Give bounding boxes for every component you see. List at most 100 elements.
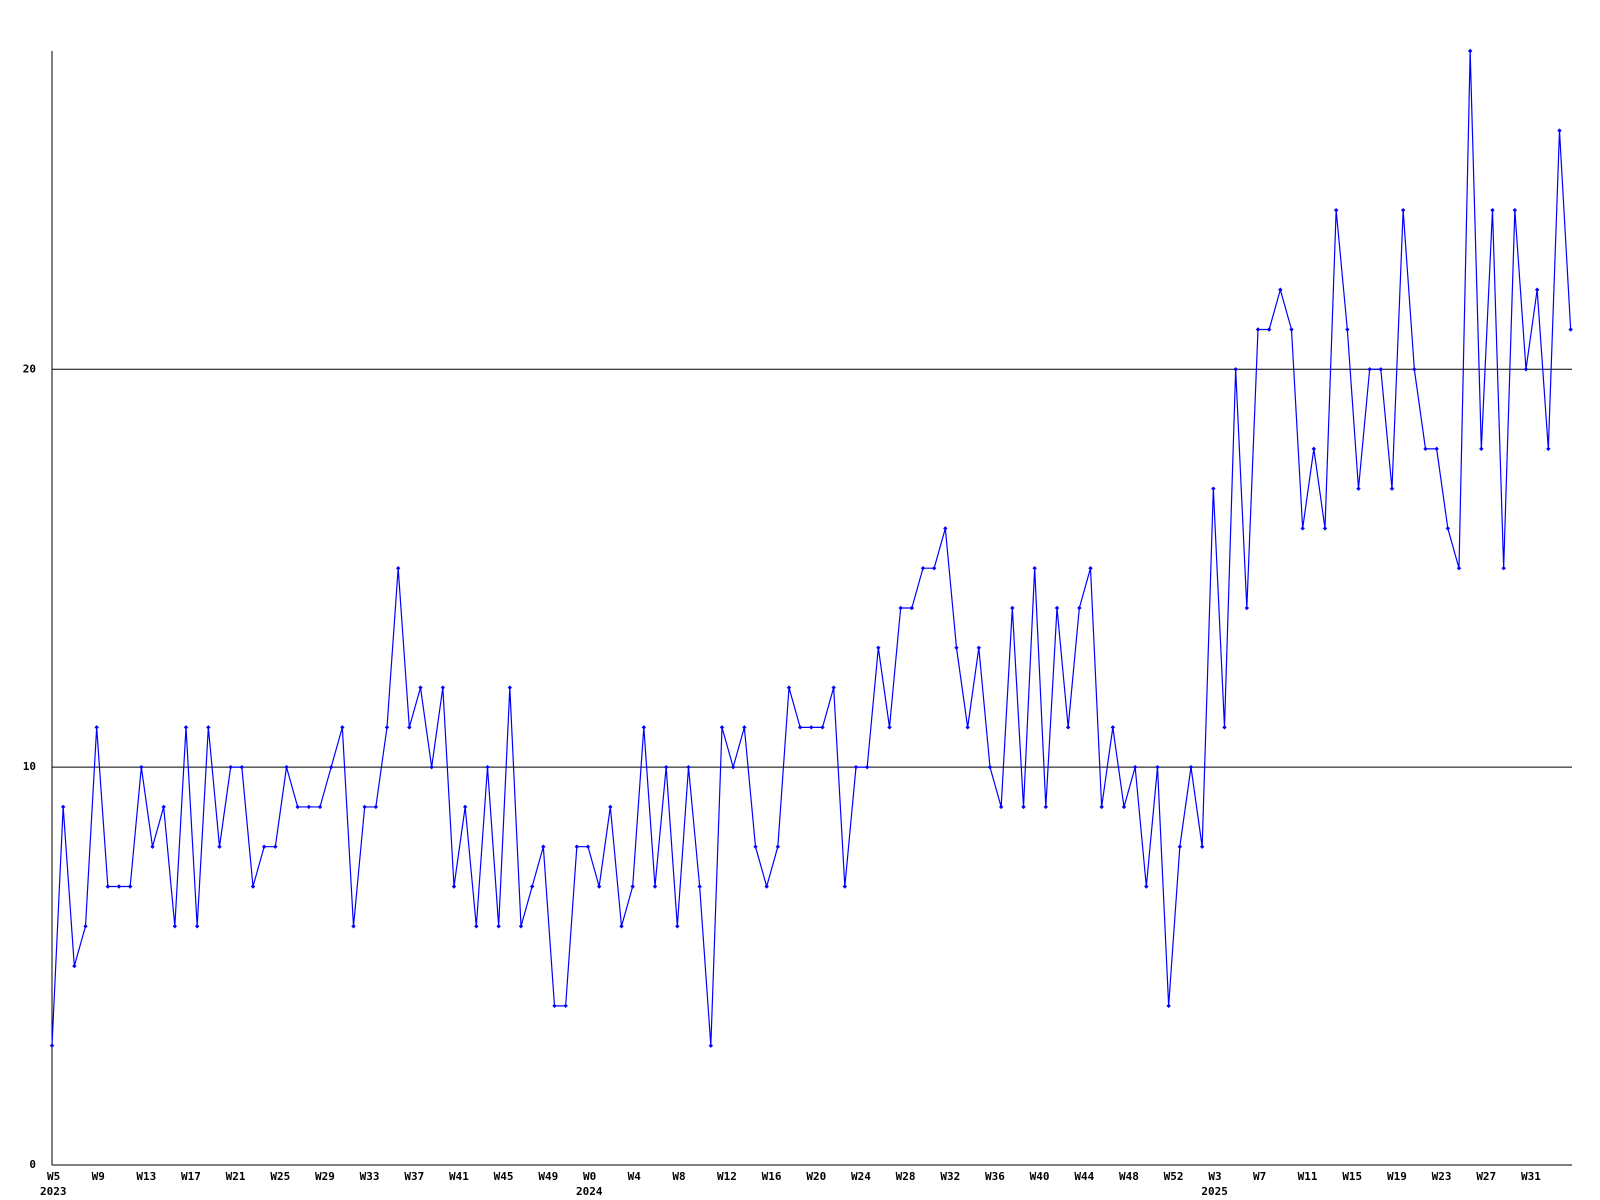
data-point <box>395 566 401 571</box>
data-point <box>1144 884 1149 889</box>
data-point <box>1054 605 1060 611</box>
data-point <box>876 645 881 650</box>
x-tick-label: W7 <box>1253 1170 1266 1183</box>
data-point <box>1155 764 1160 770</box>
y-tick-label: 20 <box>23 362 36 375</box>
data-point <box>1099 804 1104 810</box>
data-point <box>485 764 490 770</box>
x-tick-label: W4 <box>628 1170 642 1183</box>
data-point <box>116 884 122 889</box>
data-point <box>261 844 267 849</box>
x-tick-label: W32 <box>940 1170 960 1183</box>
data-point <box>1568 327 1573 332</box>
data-point <box>641 725 647 730</box>
data-point <box>1345 327 1350 332</box>
data-point <box>976 645 982 650</box>
data-point <box>730 764 736 770</box>
data-point <box>1278 287 1283 292</box>
data-point <box>1467 48 1473 54</box>
data-point <box>619 924 624 929</box>
data-point <box>820 725 825 730</box>
data-point <box>719 725 725 730</box>
data-point <box>1512 207 1518 213</box>
x-tick-label: W3 <box>1208 1170 1221 1183</box>
data-point <box>596 884 602 889</box>
data-point <box>809 725 814 730</box>
data-point <box>373 804 379 810</box>
data-point <box>1199 844 1205 849</box>
data-point <box>663 764 669 770</box>
data-point <box>194 924 200 929</box>
data-point <box>920 566 926 571</box>
data-point <box>1177 844 1183 849</box>
data-point <box>887 725 892 730</box>
data-point <box>328 764 334 770</box>
data-point <box>831 685 836 690</box>
data-point <box>864 764 870 770</box>
data-point <box>931 566 937 571</box>
data-point <box>1289 327 1294 332</box>
data-point <box>1389 486 1395 491</box>
data-point <box>217 844 222 849</box>
data-point <box>1166 1003 1171 1009</box>
x-tick-label: W0 <box>583 1170 596 1183</box>
x-tick-label: W49 <box>538 1170 558 1183</box>
data-point <box>206 725 211 730</box>
data-point <box>965 725 970 730</box>
data-point <box>898 605 903 611</box>
data-point <box>753 844 758 849</box>
data-point <box>1233 367 1238 372</box>
data-point <box>998 804 1004 810</box>
data-point <box>1188 764 1194 770</box>
x-tick-label: W41 <box>449 1170 469 1183</box>
data-point <box>183 725 189 730</box>
data-point <box>608 804 613 810</box>
data-point <box>708 1043 714 1048</box>
data-point <box>954 645 959 650</box>
data-point <box>418 685 423 690</box>
data-point <box>909 605 915 611</box>
data-point <box>1434 446 1439 452</box>
data-point <box>1300 526 1305 531</box>
x-tick-label: W37 <box>404 1170 424 1183</box>
data-point <box>1322 526 1328 531</box>
data-point <box>250 884 256 889</box>
data-point <box>697 884 702 889</box>
data-point <box>1423 446 1428 452</box>
data-point <box>1479 446 1484 452</box>
data-point <box>1412 367 1417 372</box>
data-point <box>541 844 546 849</box>
x-tick-label: W12 <box>717 1170 737 1183</box>
year-label: 2025 <box>1201 1185 1228 1198</box>
data-point <box>764 884 769 889</box>
data-point <box>574 844 580 849</box>
data-point <box>1266 327 1272 332</box>
data-line <box>51 50 1572 1046</box>
data-point <box>1121 804 1127 810</box>
data-point <box>507 685 513 690</box>
data-point <box>462 804 468 810</box>
x-tick-label: W25 <box>270 1170 290 1183</box>
x-tick-label: W8 <box>672 1170 685 1183</box>
data-point <box>1456 566 1462 571</box>
data-point <box>552 1003 557 1009</box>
data-point <box>239 764 245 770</box>
data-point <box>1378 367 1384 372</box>
data-point <box>1367 367 1372 372</box>
data-point <box>306 804 312 810</box>
x-tick-label: W33 <box>360 1170 380 1183</box>
data-point <box>797 725 803 730</box>
data-point <box>742 725 747 730</box>
data-point <box>362 804 367 810</box>
data-point <box>273 844 278 849</box>
data-point <box>1043 804 1049 810</box>
data-point <box>1400 207 1406 213</box>
x-tick-label: W48 <box>1119 1170 1139 1183</box>
data-point <box>1501 566 1506 571</box>
data-point <box>172 924 178 929</box>
data-point <box>295 804 300 810</box>
data-point <box>1490 207 1495 213</box>
data-point <box>1032 566 1037 571</box>
